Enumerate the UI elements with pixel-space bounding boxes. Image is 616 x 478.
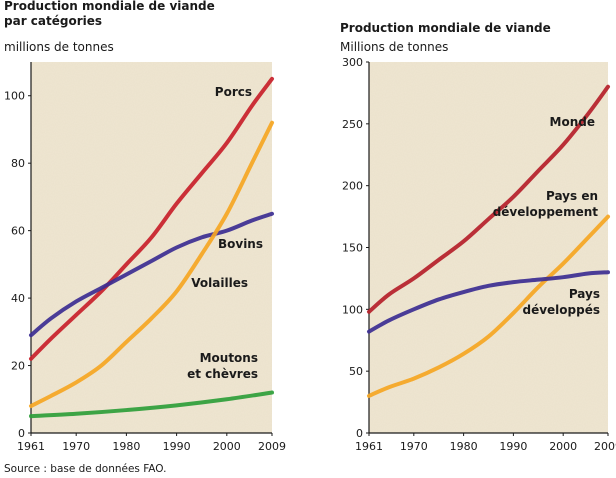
series-label-developpement: Pays en développement bbox=[493, 189, 599, 219]
series-line-volailles bbox=[29, 120, 274, 409]
chart-2-plot-area bbox=[369, 62, 608, 433]
y-tick-label: 0 bbox=[356, 427, 363, 440]
series-line-developpes bbox=[367, 270, 610, 334]
series-label-developpes: Pays développés bbox=[522, 287, 600, 317]
series-label-monde: Monde bbox=[550, 115, 595, 129]
series-line-bovins bbox=[29, 211, 274, 338]
y-tick-label: 150 bbox=[342, 242, 363, 255]
y-tick-label: 20 bbox=[11, 360, 25, 373]
x-tick-label: 1961 bbox=[355, 440, 383, 453]
y-tick-label: 300 bbox=[342, 56, 363, 69]
chart-2-units: Millions de tonnes bbox=[340, 40, 449, 54]
chart-2-title: Production mondiale de viande bbox=[340, 21, 551, 35]
y-tick-label: 100 bbox=[342, 303, 363, 316]
y-tick-label: 60 bbox=[11, 225, 25, 238]
x-tick-label: 2000 bbox=[213, 440, 241, 453]
y-tick-label: 50 bbox=[349, 365, 363, 378]
series-label-porcs: Porcs bbox=[215, 85, 252, 99]
series-label-bovins: Bovins bbox=[218, 237, 263, 251]
y-tick-label: 250 bbox=[342, 118, 363, 131]
series-line-developpement bbox=[367, 214, 610, 398]
series-label-volailles: Volailles bbox=[191, 276, 248, 290]
x-tick-label: 2000 bbox=[549, 440, 577, 453]
series-line-moutons bbox=[29, 390, 274, 419]
x-tick-label: 1970 bbox=[62, 440, 90, 453]
y-tick-label: 200 bbox=[342, 180, 363, 193]
y-tick-label: 40 bbox=[11, 292, 25, 305]
source-note: Source : base de données FAO. bbox=[4, 463, 167, 475]
series-line-porcs bbox=[29, 76, 274, 361]
chart-2: 0 50 100 150 200 250 300 1961 1970 1980 1990 2000 20… bbox=[342, 56, 616, 453]
x-tick-label: 2009 bbox=[258, 440, 286, 453]
x-tick-label: 1980 bbox=[112, 440, 140, 453]
chart-1: 0 20 40 60 80 100 1961 1970 1980 1990 2000 2009 Porc… bbox=[4, 62, 286, 453]
x-tick-label: 1961 bbox=[17, 440, 45, 453]
series-line-monde bbox=[367, 84, 610, 314]
series-label-moutons: Moutons et chèvres bbox=[187, 351, 258, 381]
x-tick-label: 2009 bbox=[594, 440, 616, 453]
chart-1-units: millions de tonnes bbox=[4, 40, 114, 54]
chart-1-plot-area bbox=[31, 62, 272, 433]
chart-1-title: Production mondiale de viande par catégo… bbox=[4, 0, 215, 28]
x-tick-label: 1990 bbox=[163, 440, 191, 453]
y-tick-label: 0 bbox=[18, 427, 25, 440]
y-tick-label: 80 bbox=[11, 157, 25, 170]
x-tick-label: 1990 bbox=[499, 440, 527, 453]
x-tick-label: 1970 bbox=[400, 440, 428, 453]
x-tick-label: 1980 bbox=[450, 440, 478, 453]
y-tick-label: 100 bbox=[4, 90, 25, 103]
